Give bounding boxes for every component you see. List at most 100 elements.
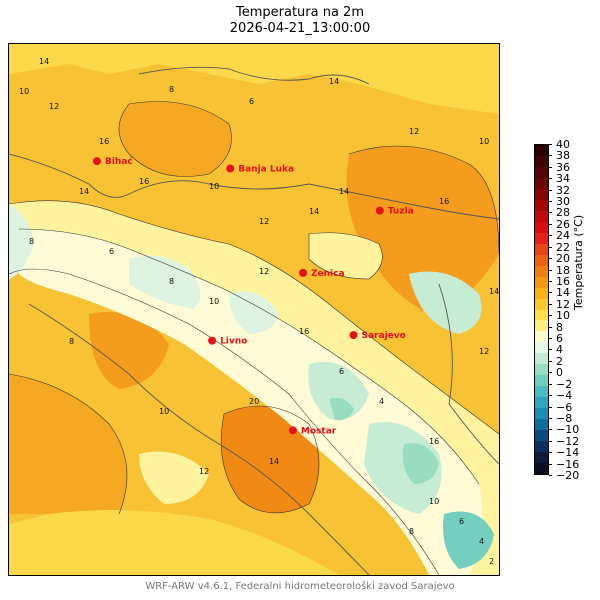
contour-label: 14 [39, 57, 49, 66]
zone-teal-3 [329, 397, 354, 421]
colorbar-tick-label: 0 [549, 367, 563, 378]
colorbar-segment [535, 188, 548, 200]
contour-label: 6 [459, 517, 464, 526]
colorbar-tick-label: 22 [549, 242, 570, 253]
contour-label: 8 [69, 337, 74, 346]
contour-label: 14 [79, 187, 89, 196]
map-title: Temperatura na 2m [235, 5, 364, 20]
colorbar-segment [535, 407, 548, 420]
zone-teal-4 [474, 532, 491, 553]
zone-cool-4 [364, 422, 442, 514]
contour-label: 14 [489, 287, 499, 296]
country-borders [9, 66, 499, 575]
contour-label: 16 [429, 437, 439, 446]
zone-pale-tuzla [309, 232, 383, 279]
zone-orange-coast [9, 374, 127, 514]
colorbar-tick-label: −16 [548, 459, 579, 470]
zone-cool-1 [129, 255, 201, 309]
city-marker [375, 206, 384, 215]
contour-label: 4 [479, 537, 484, 546]
colorbar-segment [535, 177, 548, 189]
contour-label: 10 [209, 297, 219, 306]
colorbar-tick-label: 2 [549, 356, 563, 367]
colorbar-segment [535, 145, 548, 156]
colorbar-tick-label: 26 [549, 219, 570, 230]
colorbar-tick-label: −8 [548, 413, 572, 424]
city-label: Sarajevo [362, 331, 406, 341]
zone-orange-west [89, 312, 169, 389]
colorbar-tick-label: 28 [549, 207, 570, 218]
colorbar-segment [535, 440, 548, 453]
contour-label: 14 [269, 457, 279, 466]
colorbar-tick-label: 30 [549, 196, 570, 207]
colorbar-segment [535, 286, 548, 299]
colorbar-tick-label: −14 [548, 447, 579, 458]
city-marker [299, 268, 307, 277]
colorbar-segment [535, 297, 548, 310]
zone-lighter-belt [19, 229, 483, 575]
zone-pale-south [139, 451, 209, 504]
colorbar-tick-label: −20 [548, 470, 579, 481]
colorbar-tick-label: −4 [548, 390, 572, 401]
contour-label: 8 [169, 85, 174, 94]
contour-label: 6 [109, 247, 114, 256]
colorbar-tick-label: 10 [549, 310, 570, 321]
temperature-field: 14 10 12 16 8 6 14 12 10 16 14 8 10 12 14 16 6 8 10 12 14 16 2… [9, 44, 499, 575]
zone-cool-6 [9, 204, 34, 279]
contour-label: 14 [309, 207, 319, 216]
colorbar-segment [535, 254, 548, 266]
colorbar-segment [535, 276, 548, 288]
colorbar-segment [535, 451, 548, 464]
contour-label: 14 [339, 187, 349, 196]
city-markers: Bihać Banja Luka Tuzla Zenica Livno Sarajevo M… [92, 156, 414, 436]
colorbar-tick-label: −10 [548, 424, 579, 435]
temperature-map: 14 10 12 16 8 6 14 12 10 16 14 8 10 12 14 16 6 8 10 12 14 16 2… [8, 43, 500, 576]
contour-label: 20 [249, 397, 259, 406]
zone-cool-5 [409, 271, 482, 334]
city-marker [226, 164, 235, 173]
contour-label: 16 [139, 177, 149, 186]
map-timestamp: 2026-04-21_13:00:00 [229, 21, 371, 36]
contour-label: 6 [339, 367, 344, 376]
colorbar-segment [535, 221, 548, 233]
zone-teal-1 [402, 443, 439, 484]
contour-label: 12 [199, 467, 209, 476]
colorbar-tick-label: 12 [549, 299, 570, 310]
colorbar-tick-label: 40 [549, 139, 570, 150]
contour-label: 8 [169, 277, 174, 286]
city-marker [92, 157, 101, 166]
city-label: Tuzla [388, 207, 414, 217]
city-marker [349, 331, 358, 340]
zone-pale-south2 [9, 510, 339, 575]
colorbar-tick-label: 36 [549, 162, 570, 173]
colorbar-tick-label: −6 [548, 402, 572, 413]
colorbar-segment [535, 210, 548, 222]
colorbar-segment [535, 429, 548, 442]
colorbar-tick-label: 18 [549, 265, 570, 276]
colorbar-tick-label: −2 [548, 379, 572, 390]
contour-label: 6 [249, 97, 254, 106]
colorbar-segment [535, 396, 548, 409]
contour-label: 10 [159, 407, 169, 416]
city-label: Banja Luka [238, 165, 294, 175]
colorbar-segment [535, 352, 548, 365]
colorbar-segment [535, 385, 548, 398]
colorbar-segment [535, 462, 548, 474]
contour-label: 16 [439, 197, 449, 206]
contour-label: 2 [489, 557, 494, 566]
colorbar-tick-label: 8 [549, 322, 563, 333]
contour-label: 14 [329, 77, 339, 86]
colorbar-segment [535, 232, 548, 244]
city-label: Livno [220, 337, 247, 347]
colorbar-tick-label: 20 [549, 253, 570, 264]
zone-orange-north [119, 101, 232, 177]
zone-cool-2 [229, 291, 279, 334]
contour-label: 16 [99, 137, 109, 146]
colorbar-tick-label: 24 [549, 230, 570, 241]
contour-label: 12 [49, 102, 59, 111]
contour-label: 4 [379, 397, 384, 406]
colorbar-segment [535, 265, 548, 277]
contour-label: 12 [409, 127, 419, 136]
colorbar-segment [535, 374, 548, 387]
colorbar-tick-label: 32 [549, 185, 570, 196]
